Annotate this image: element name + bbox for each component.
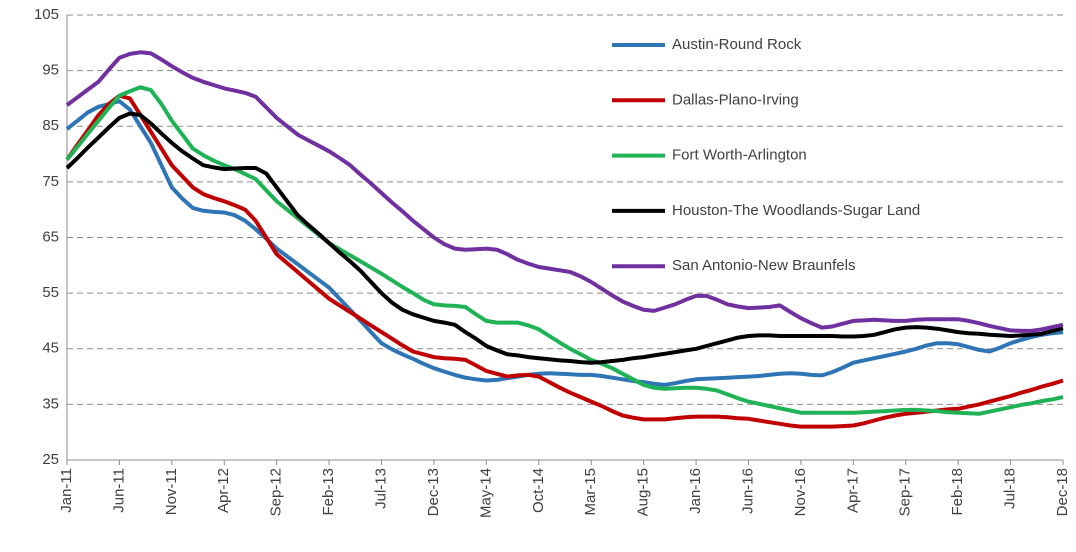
legend-label: San Antonio-New Braunfels [672, 257, 855, 274]
y-tick-label: 25 [42, 451, 59, 468]
x-tick-label: May-14 [477, 468, 494, 518]
x-tick-label: Mar-15 [582, 468, 599, 516]
legend-label: Fort Worth-Arlington [672, 147, 807, 164]
x-tick-label: Feb-13 [320, 468, 337, 516]
x-tick-label: Nov-11 [163, 468, 180, 515]
legend-label: Austin-Round Rock [672, 36, 802, 53]
y-tick-label: 95 [42, 62, 59, 79]
line [65, 99, 1064, 387]
x-tick-label: Dec-18 [1054, 468, 1071, 516]
x-tick-label: Jun-11 [110, 468, 127, 513]
y-tick-label: 105 [34, 6, 59, 23]
legend-label: Houston-The Woodlands-Sugar Land [672, 202, 920, 219]
x-tick-label: Jul-13 [372, 468, 389, 509]
x-tick-label: Apr-12 [215, 468, 232, 513]
x-tick-label: Sep-17 [897, 468, 914, 516]
line [65, 85, 1064, 416]
y-tick-label: 45 [42, 340, 59, 357]
line [65, 50, 1064, 333]
y-tick-label: 75 [42, 173, 59, 190]
y-tick-label: 85 [42, 117, 59, 134]
y-tick-label: 55 [42, 284, 59, 301]
x-tick-label: Jun-16 [739, 468, 756, 514]
x-tick-label: Nov-16 [792, 468, 809, 516]
x-tick-label: Feb-18 [949, 468, 966, 516]
line [65, 93, 1064, 429]
legend-label: Dallas-Plano-Irving [672, 91, 799, 108]
x-tick-label: Oct-14 [530, 468, 547, 513]
x-tick-label: Jul-18 [1002, 468, 1019, 509]
line [65, 111, 1064, 365]
x-tick-label: Jan-11 [58, 468, 75, 513]
x-tick-label: Apr-17 [844, 468, 861, 513]
y-tick-label: 65 [42, 228, 59, 245]
x-tick-label: Sep-12 [268, 468, 285, 516]
y-tick-label: 35 [42, 395, 59, 412]
x-tick-label: Aug-15 [635, 468, 652, 516]
x-tick-label: Jan-16 [687, 468, 704, 514]
x-tick-label: Dec-13 [425, 468, 442, 516]
